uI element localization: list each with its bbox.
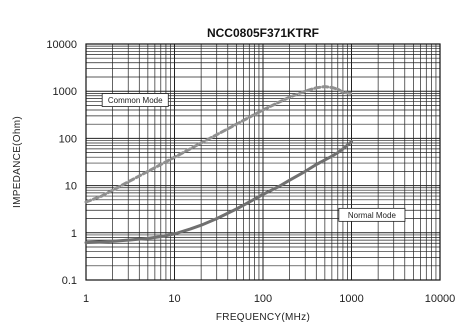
y-axis-label: IMPEDANCE(Ohm) xyxy=(12,116,23,208)
y-tick-label: 1000 xyxy=(53,86,77,98)
y-tick-label: 10000 xyxy=(46,39,77,51)
series-line-common-mode xyxy=(84,85,353,204)
x-tick-label: 10 xyxy=(168,293,180,305)
grid-lines xyxy=(85,44,440,281)
series-lines xyxy=(84,85,353,245)
chart-title: NCC0805F371KTRF xyxy=(207,26,319,40)
annotation-common-mode: Common Mode xyxy=(101,93,169,107)
x-tick-label: 100 xyxy=(254,293,272,305)
x-tick-label: 1 xyxy=(83,293,89,305)
annotation-box xyxy=(338,207,406,222)
plot-frame xyxy=(85,43,441,281)
y-tick-label: 10 xyxy=(65,181,77,193)
annotations: Common Mode Normal Mode xyxy=(101,93,406,222)
y-tick-label: 0.1 xyxy=(62,275,77,287)
annotation-text: Normal Mode xyxy=(348,211,397,220)
x-tick-label: 1000 xyxy=(339,293,363,305)
annotation-normal-mode: Normal Mode xyxy=(338,207,406,222)
x-axis-label: FREQUENCY(MHz) xyxy=(216,312,310,323)
series-line-normal-mode xyxy=(84,140,353,245)
annotation-box xyxy=(101,93,169,107)
annotation-text: Common Mode xyxy=(108,96,163,105)
y-tick-label: 100 xyxy=(59,133,77,145)
y-tick-label: 1 xyxy=(71,228,77,240)
x-tick-label: 10000 xyxy=(425,293,456,305)
tick-labels: 1 10 100 1000 10000 0.1 1 10 100 1000 10000 xyxy=(46,39,455,305)
